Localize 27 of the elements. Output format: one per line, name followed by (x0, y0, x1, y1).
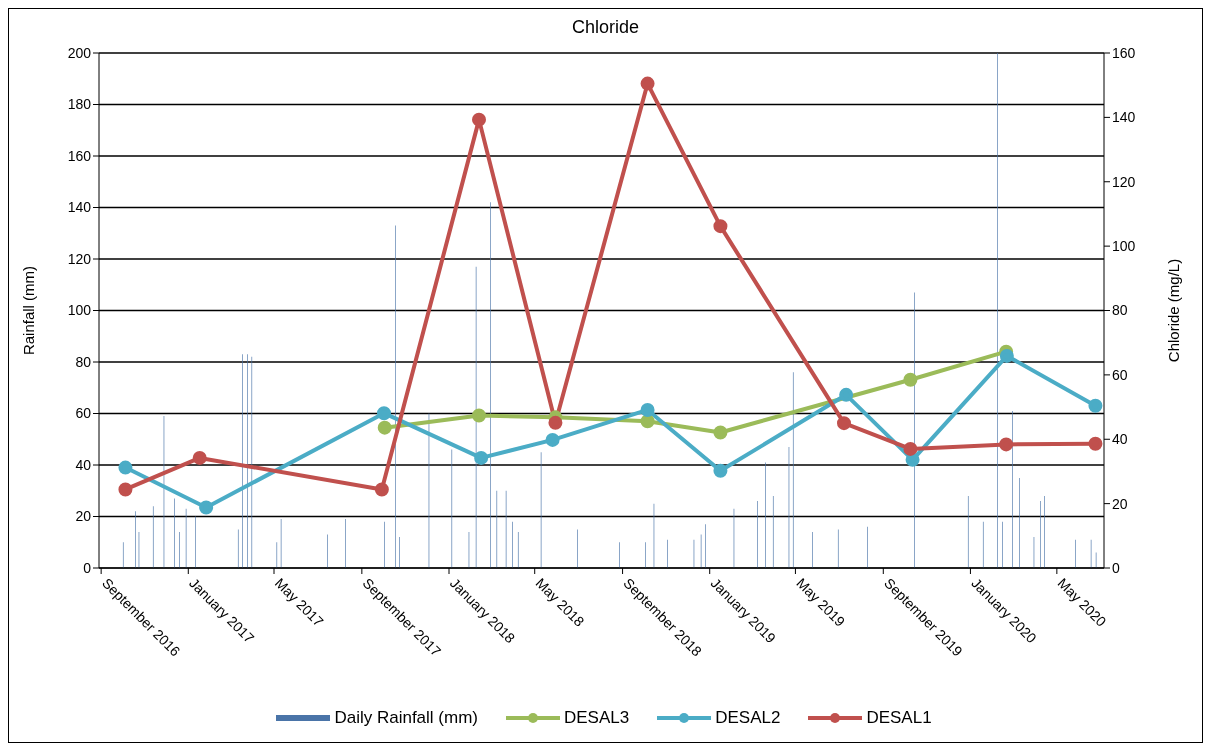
y2-tick-label: 140 (1112, 109, 1136, 126)
y-tick-label: 40 (75, 456, 92, 473)
y-tick-label: 20 (75, 508, 92, 525)
y-tick-label: 160 (67, 147, 92, 164)
y-tick-label: 200 (67, 44, 92, 61)
y-tick-label: 120 (67, 250, 92, 267)
legend-label: DESAL1 (866, 708, 932, 728)
y2-axis-title: Chloride (mg/L) (1165, 258, 1183, 363)
y-tick-label: 80 (75, 353, 92, 370)
y-tick-label: 140 (67, 199, 92, 216)
y2-tick-label: 160 (1112, 44, 1136, 61)
y-tick-label: 180 (67, 96, 92, 113)
legend-label: DESAL3 (563, 708, 630, 728)
y2-tick-label: 0 (1112, 559, 1120, 576)
y2-tick-label: 60 (1112, 366, 1128, 383)
legend-label: Daily Rainfall (mm) (334, 708, 478, 728)
y-axis-title: Rainfall (mm) (20, 265, 38, 356)
y2-tick-label: 80 (1112, 302, 1128, 319)
y-tick-label: 100 (67, 302, 92, 319)
y-tick-label: 0 (83, 559, 92, 576)
chart-title: Chloride (570, 16, 640, 39)
y2-tick-label: 40 (1112, 431, 1128, 448)
y2-tick-label: 120 (1112, 173, 1136, 190)
y2-tick-label: 20 (1112, 495, 1128, 512)
legend-label: DESAL2 (715, 708, 781, 728)
y2-tick-label: 100 (1112, 238, 1136, 255)
y-tick-label: 60 (75, 405, 92, 422)
